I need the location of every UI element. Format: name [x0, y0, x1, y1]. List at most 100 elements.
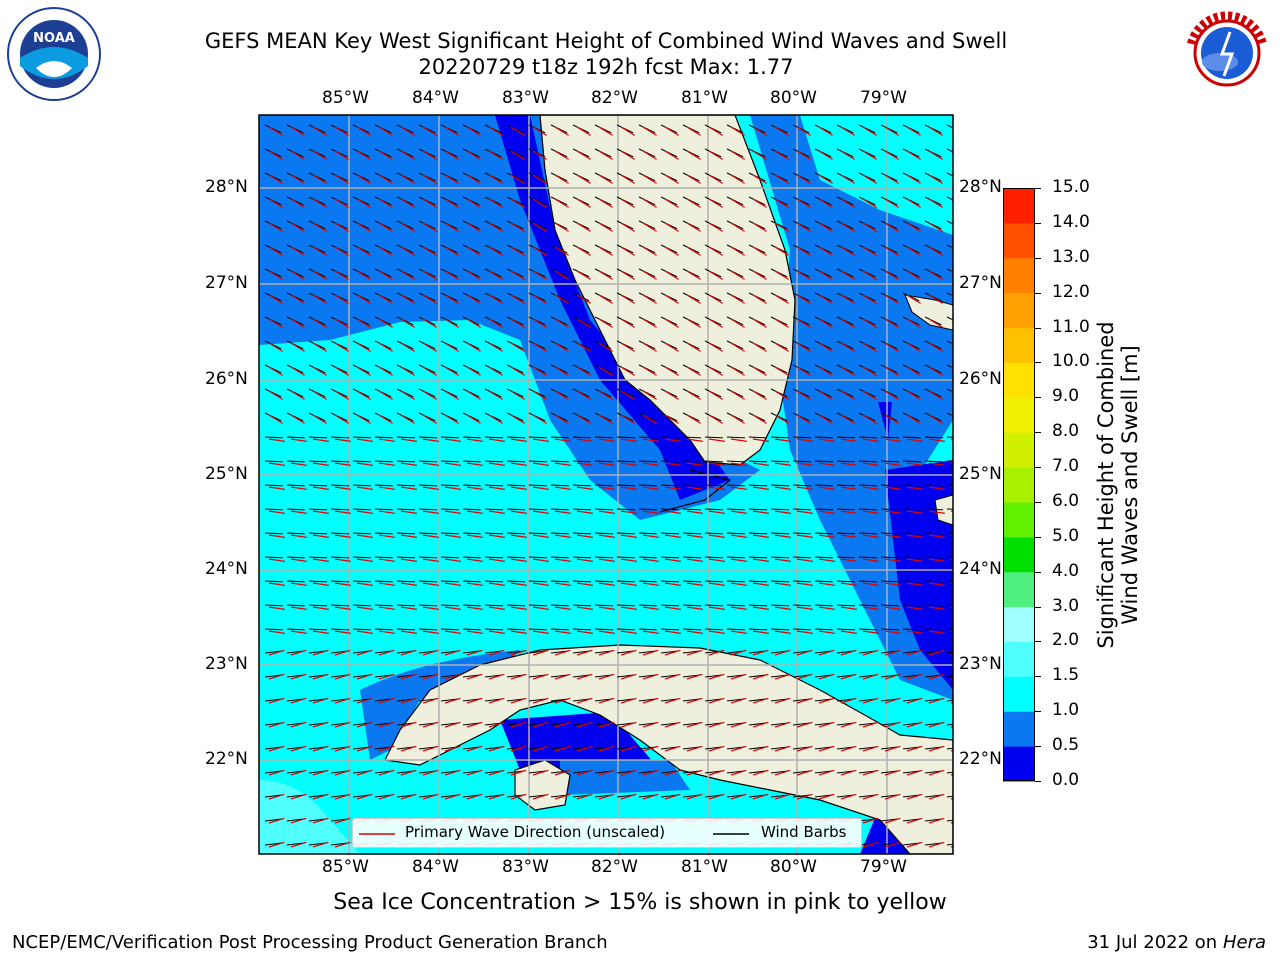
wind-barb [748, 484, 768, 487]
wave-direction-arrow [730, 390, 745, 400]
wave-direction-arrow [466, 649, 483, 656]
wave-direction-arrow [488, 697, 505, 704]
wind-barb [770, 628, 790, 631]
wave-direction-arrow [928, 697, 945, 704]
wave-direction-arrow [686, 534, 703, 538]
wind-barb [594, 484, 614, 487]
wave-direction-arrow [378, 793, 395, 800]
wind-barb [264, 532, 284, 535]
wave-direction-arrow [708, 438, 725, 442]
wave-direction-arrow [488, 318, 503, 328]
wave-direction-arrow [774, 510, 791, 514]
wave-direction-arrow [774, 126, 789, 136]
wind-barb [374, 484, 394, 487]
wave-direction-arrow [290, 510, 307, 514]
wave-direction-arrow [290, 222, 305, 232]
wave-direction-arrow [774, 769, 791, 776]
wind-barb [946, 484, 953, 486]
wave-direction-arrow [642, 174, 657, 184]
wave-direction-arrow [532, 414, 547, 424]
wind-barb [814, 508, 834, 511]
wave-direction-arrow [510, 246, 525, 256]
wave-direction-arrow [642, 318, 657, 328]
wave-direction-arrow [510, 366, 525, 376]
wave-direction-arrow [642, 510, 659, 514]
lat-label-right: 28°N [959, 177, 1002, 197]
wave-direction-arrow [312, 174, 327, 184]
wave-direction-arrow [840, 366, 855, 376]
wave-direction-arrow [818, 673, 835, 680]
wave-direction-arrow [752, 486, 769, 490]
colorbar-tick-label: 0.5 [1052, 735, 1080, 756]
wave-direction-arrow [312, 817, 329, 824]
wind-barb [550, 604, 570, 607]
wave-direction-arrow [334, 294, 349, 304]
wave-direction-arrow [268, 390, 283, 400]
wave-direction-arrow [488, 558, 505, 562]
wave-direction-arrow [422, 150, 437, 160]
wave-direction-arrow [642, 462, 659, 466]
wave-direction-arrow [378, 342, 393, 352]
wave-direction-arrow [510, 222, 525, 232]
wind-barb [286, 436, 306, 439]
wave-direction-arrow [444, 246, 459, 256]
wave-direction-arrow [356, 462, 373, 466]
wind-barb [814, 604, 834, 607]
wind-barb [946, 316, 953, 321]
wind-barb [352, 628, 372, 631]
wave-direction-arrow [730, 318, 745, 328]
wave-direction-arrow [840, 222, 855, 232]
wave-direction-arrow [774, 673, 791, 680]
wave-direction-arrow [378, 150, 393, 160]
wave-direction-arrow [422, 793, 439, 800]
wave-direction-arrow [620, 438, 637, 442]
wind-barb [264, 628, 284, 631]
wave-direction-arrow [752, 793, 769, 800]
wave-direction-arrow [752, 294, 767, 304]
wave-direction-arrow [378, 414, 393, 424]
wave-direction-arrow [554, 390, 569, 400]
wave-direction-arrow [708, 462, 725, 466]
wind-barb [726, 580, 746, 583]
wave-direction-arrow [312, 294, 327, 304]
wave-direction-arrow [620, 510, 637, 514]
wave-direction-arrow [356, 486, 373, 490]
wave-direction-arrow [884, 649, 901, 656]
wave-direction-arrow [840, 390, 855, 400]
wind-barb [616, 580, 636, 583]
wave-direction-arrow [708, 414, 723, 424]
wave-direction-arrow [422, 438, 439, 442]
colorbar-tick-mark [1035, 746, 1041, 748]
wind-barb [814, 436, 834, 439]
wind-barb [308, 580, 328, 583]
wave-direction-arrow [334, 126, 349, 136]
wind-barb [770, 508, 790, 511]
wave-direction-arrow [906, 150, 921, 160]
wave-direction-arrow [796, 438, 813, 442]
wave-direction-arrow [928, 486, 945, 490]
wind-barb [638, 484, 658, 487]
wave-direction-arrow [906, 745, 923, 752]
wind-barb [484, 508, 504, 511]
wind-barb [330, 580, 350, 583]
wave-direction-arrow [752, 318, 767, 328]
wave-direction-arrow [378, 174, 393, 184]
wave-direction-arrow [554, 414, 569, 424]
wave-direction-arrow [444, 366, 459, 376]
wave-direction-arrow [664, 534, 681, 538]
wave-direction-arrow [422, 342, 437, 352]
wave-direction-arrow [598, 745, 615, 752]
wave-direction-arrow [576, 697, 593, 704]
wind-barb [946, 436, 953, 438]
lon-label-bottom: 80°W [770, 857, 817, 877]
wave-direction-arrow [642, 150, 657, 160]
wave-direction-arrow [532, 222, 547, 232]
wave-direction-arrow [906, 582, 923, 586]
wave-direction-arrow [378, 318, 393, 328]
wind-barb [770, 556, 790, 559]
wave-direction-arrow [378, 582, 395, 586]
wave-direction-arrow [444, 342, 459, 352]
wave-direction-arrow [818, 174, 833, 184]
wave-direction-arrow [862, 174, 877, 184]
wave-direction-arrow [796, 673, 813, 680]
